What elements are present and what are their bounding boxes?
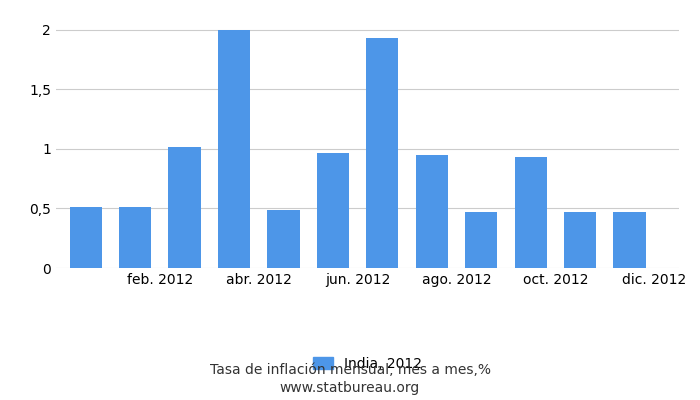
Bar: [366, 38, 398, 268]
Bar: [514, 157, 547, 268]
Text: Tasa de inflación mensual, mes a mes,%: Tasa de inflación mensual, mes a mes,%: [209, 363, 491, 377]
Bar: [267, 210, 300, 268]
Bar: [69, 207, 101, 268]
Bar: [564, 212, 596, 268]
Text: www.statbureau.org: www.statbureau.org: [280, 381, 420, 395]
Bar: [218, 30, 250, 268]
Bar: [119, 207, 151, 268]
Bar: [416, 155, 448, 268]
Legend: India, 2012: India, 2012: [307, 351, 428, 376]
Bar: [466, 212, 497, 268]
Bar: [317, 152, 349, 268]
Bar: [613, 212, 645, 268]
Bar: [169, 146, 201, 268]
